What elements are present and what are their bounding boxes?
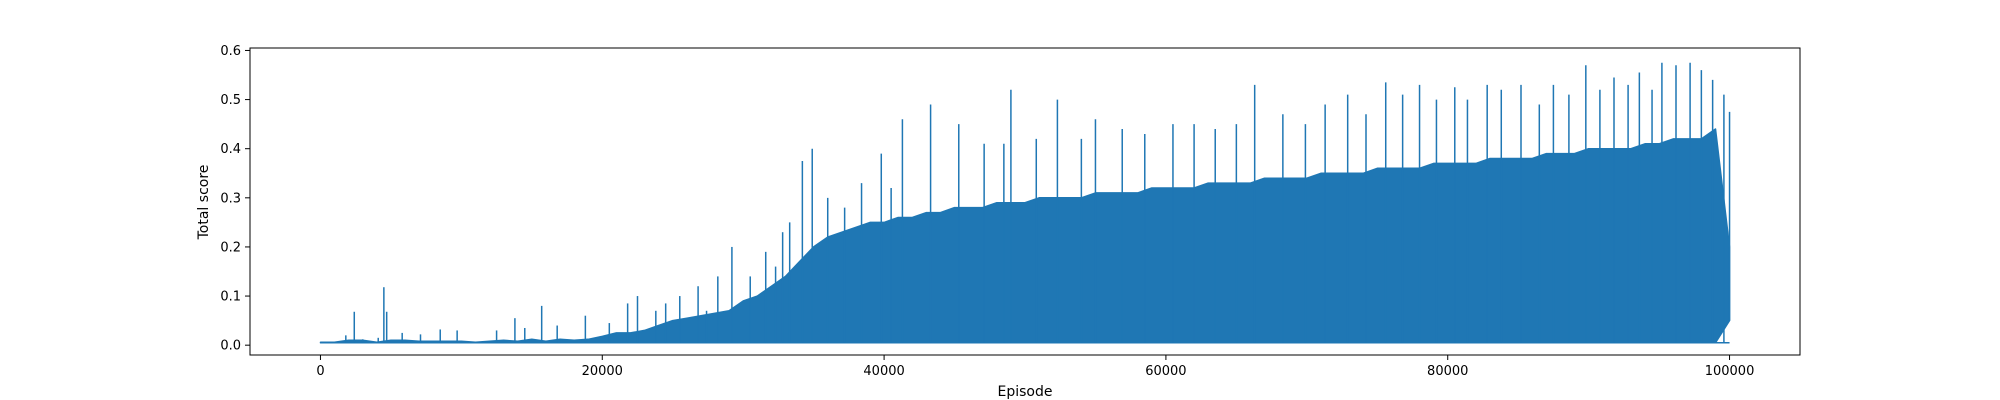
x-axis-title: Episode [998, 384, 1053, 400]
y-tick-label: 0.0 [220, 339, 241, 354]
y-tick-label: 0.3 [220, 191, 241, 206]
y-tick-label: 0.4 [220, 142, 241, 157]
series-layer [319, 62, 1731, 344]
y-tick-label: 0.5 [220, 93, 241, 108]
y-tick-label: 0.2 [220, 240, 241, 255]
x-tick-label: 60000 [1145, 364, 1186, 379]
x-tick-label: 20000 [582, 364, 623, 379]
y-tick-label: 0.6 [220, 44, 241, 59]
y-tick-label: 0.1 [220, 290, 241, 305]
x-axis: 0 20000 40000 60000 80000 100000 [316, 355, 1754, 379]
x-tick-label: 0 [316, 364, 324, 379]
y-axis: 0.0 0.1 0.2 0.3 0.4 0.5 0.6 [220, 44, 250, 354]
x-tick-label: 40000 [863, 364, 904, 379]
x-tick-label: 80000 [1427, 364, 1468, 379]
y-axis-title: Total score [196, 165, 212, 241]
plot-area [249, 47, 1801, 356]
x-tick-label: 100000 [1705, 364, 1755, 379]
